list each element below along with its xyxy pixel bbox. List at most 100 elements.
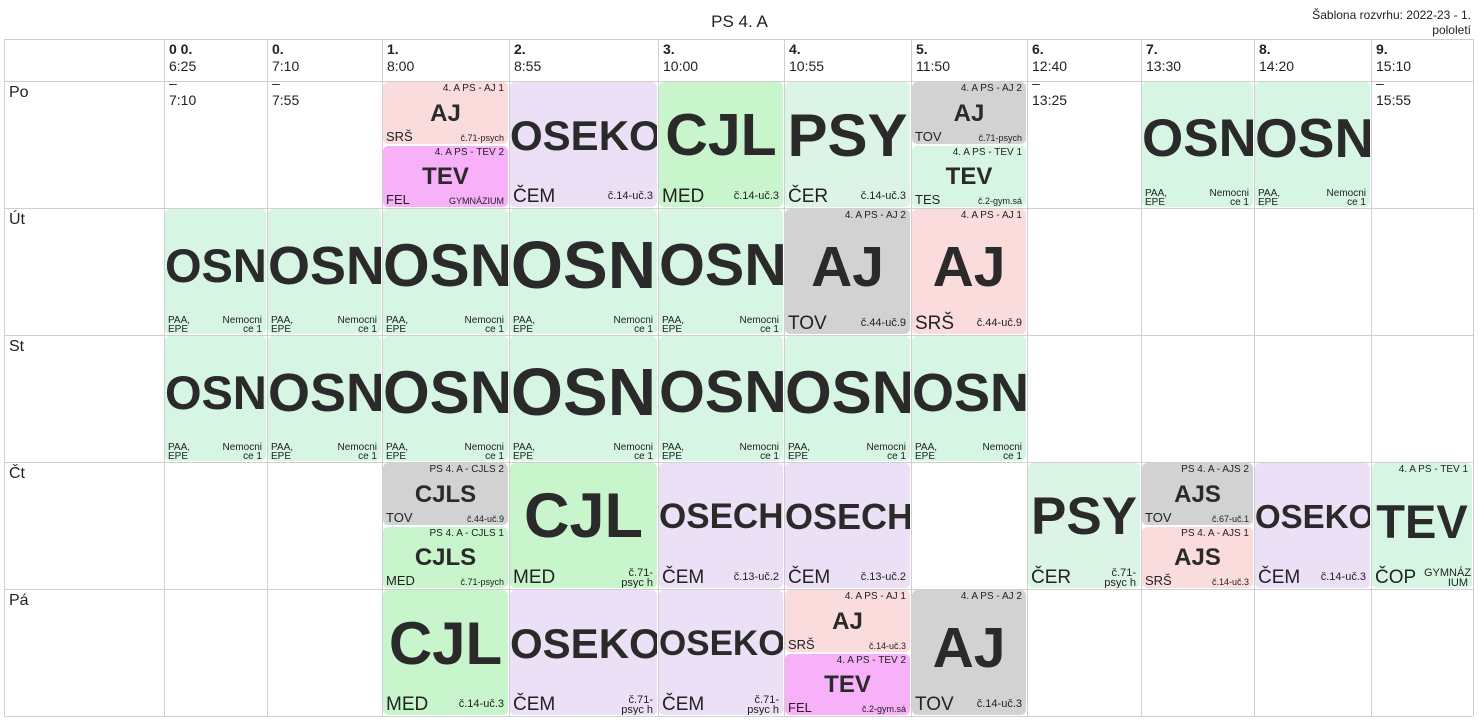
period-header: 9. 15:10 – 15:55 <box>1376 41 1411 109</box>
lesson-group: 4. A PS - AJ 1 <box>960 210 1022 221</box>
lesson-group: PS 4. A - CJLS 1 <box>429 527 504 539</box>
lesson-room: č.14-uč.3 <box>1320 571 1366 583</box>
lesson-room: GYMNÁZIUM <box>449 196 504 206</box>
lesson-teacher: SRŠ <box>386 128 413 144</box>
lesson-card: 4. A PS - TEV 1 TEV TES č.2-gym.sá <box>912 145 1026 207</box>
lesson-subject: CJL <box>523 481 644 551</box>
lesson-room: č.14-uč.3 <box>607 190 653 202</box>
lesson-subject: OSN <box>785 358 910 426</box>
lesson-card: OSN PAA, EPE Nemocni ce 1 <box>659 209 783 334</box>
lesson-teacher: TOV <box>1145 509 1172 525</box>
lesson-card: OSEKO ČEM č.71-psyc h <box>510 590 657 715</box>
lesson-teacher: MED <box>386 573 415 588</box>
lesson-subject: TEV <box>422 163 469 191</box>
lesson-card: PSY ČER č.71-psyc h <box>1028 463 1140 588</box>
lesson-teacher: PAA, EPE <box>915 442 938 462</box>
lesson-card: PS 4. A - AJS 1 AJS SRŠ č.14-uč.3 <box>1142 526 1253 588</box>
lesson-card: 4. A PS - AJ 2 AJ TOV č.71-psych <box>912 82 1026 144</box>
grid-line-vertical <box>1371 39 1372 716</box>
period-number: 9. <box>1376 41 1388 57</box>
lesson-room: Nemocni ce 1 <box>739 315 779 335</box>
lesson-subject: OSN <box>165 239 266 292</box>
lesson-teacher: FEL <box>788 700 812 715</box>
lesson-card: OSN PAA, EPE Nemocni ce 1 <box>1255 82 1370 207</box>
lesson-room: Nemocni ce 1 <box>1209 188 1249 208</box>
lesson-card: OSN PAA, EPE Nemocni ce 1 <box>268 336 381 461</box>
lesson-teacher: ČER <box>1031 567 1072 588</box>
lesson-card: OSN PAA, EPE Nemocni ce 1 <box>383 336 508 461</box>
lesson-card: 4. A PS - AJ 2 AJ TOV č.14-uč.3 <box>912 590 1026 715</box>
lesson-teacher: PAA, EPE <box>788 442 811 462</box>
period-number: 7. <box>1146 41 1158 57</box>
lesson-subject: AJS <box>1174 480 1221 508</box>
lesson-room: č.71-psyc h <box>621 567 653 589</box>
lesson-card: OSN PAA, EPE Nemocni ce 1 <box>165 209 266 334</box>
lesson-room: č.14-uč.3 <box>868 640 906 651</box>
grid-line-vertical <box>1473 39 1474 716</box>
period-number: 1. <box>387 41 399 57</box>
day-label: St <box>9 338 25 355</box>
lesson-card: 4. A PS - TEV 2 TEV FEL č.2-gym.sá <box>785 653 910 715</box>
lesson-subject: TEV <box>945 163 993 191</box>
period-time: 6:25 – 7:10 <box>169 58 197 108</box>
grid-line-horizontal <box>4 589 1473 590</box>
lesson-card: 4. A PS - AJ 1 AJ SRŠ č.44-uč.9 <box>912 209 1026 334</box>
lesson-teacher: PAA, EPE <box>271 315 294 335</box>
lesson-teacher: PAA, EPE <box>662 315 685 335</box>
lesson-teacher: TOV <box>915 128 942 144</box>
lesson-room: Nemocni ce 1 <box>613 315 653 335</box>
lesson-teacher: ČEM <box>513 186 556 207</box>
grid-line-horizontal <box>4 462 1473 463</box>
lesson-card: CJL MED č.14-uč.3 <box>659 82 783 207</box>
lesson-subject: AJ <box>832 607 863 635</box>
lesson-group: PS 4. A - CJLS 2 <box>429 464 504 475</box>
period-header: 0 0. 6:25 – 7:10 <box>169 41 196 109</box>
lesson-card: 4. A PS - AJ 1 AJ SRŠ č.71-psych <box>383 82 508 144</box>
lesson-group: 4. A PS - AJ 2 <box>960 83 1022 94</box>
lesson-room: č.14-uč.3 <box>1211 577 1249 587</box>
lesson-teacher: ČEM <box>513 694 556 715</box>
lesson-teacher: PAA, EPE <box>513 442 536 462</box>
lesson-card: OSECH ČEM č.13-uč.2 <box>659 463 783 588</box>
grid-line-vertical <box>1141 39 1142 716</box>
lesson-card: PS 4. A - CJLS 2 CJLS TOV č.44-uč.9 <box>383 463 508 525</box>
grid-line-vertical <box>658 39 659 716</box>
lesson-teacher: SRŠ <box>788 636 815 652</box>
lesson-card: 4. A PS - AJ 2 AJ TOV č.44-uč.9 <box>785 209 910 334</box>
lesson-subject: OSN <box>383 358 508 426</box>
lesson-room: Nemocni ce 1 <box>222 315 262 335</box>
lesson-teacher: PAA, EPE <box>1258 188 1281 208</box>
lesson-subject: OSN <box>510 228 657 303</box>
period-header: 0. 7:10 – 7:55 <box>272 41 299 109</box>
day-label: Čt <box>9 465 25 482</box>
lesson-subject: OSN <box>1142 109 1253 168</box>
lesson-subject: OSN <box>383 231 508 299</box>
lesson-room: č.67-uč.1 <box>1211 513 1249 524</box>
lesson-teacher: PAA, EPE <box>386 315 409 335</box>
lesson-teacher: PAA, EPE <box>271 442 294 462</box>
lesson-room: Nemocni ce 1 <box>464 442 504 462</box>
period-number: 8. <box>1259 41 1271 57</box>
lesson-room: č.44-uč.9 <box>860 317 906 329</box>
grid-line-vertical <box>164 39 165 716</box>
period-number: 6. <box>1032 41 1044 57</box>
lesson-room: č.44-uč.9 <box>466 513 504 524</box>
lesson-subject: AJ <box>811 235 884 299</box>
period-number: 4. <box>789 41 801 57</box>
lesson-subject: OSN <box>1255 107 1370 169</box>
lesson-card: 4. A PS - AJ 1 AJ SRŠ č.14-uč.3 <box>785 590 910 652</box>
lesson-subject: OSEKO <box>510 111 657 159</box>
lesson-subject: OSN <box>268 235 381 296</box>
lesson-room: č.71-psych <box>978 132 1022 143</box>
grid-line-vertical <box>784 39 785 716</box>
lesson-teacher: PAA, EPE <box>662 442 685 462</box>
lesson-card: PS 4. A - CJLS 1 CJLS MED č.71-psych <box>383 526 508 588</box>
lesson-teacher: SRŠ <box>1145 573 1172 588</box>
lesson-teacher: ČEM <box>662 567 705 588</box>
lesson-room: Nemocni ce 1 <box>739 442 779 462</box>
lesson-card: OSEKO ČEM č.14-uč.3 <box>510 82 657 207</box>
lesson-subject: CJLS <box>414 480 477 508</box>
lesson-room: č.14-uč.3 <box>733 190 779 202</box>
lesson-teacher: PAA, EPE <box>513 315 536 335</box>
day-label: Po <box>9 84 29 101</box>
